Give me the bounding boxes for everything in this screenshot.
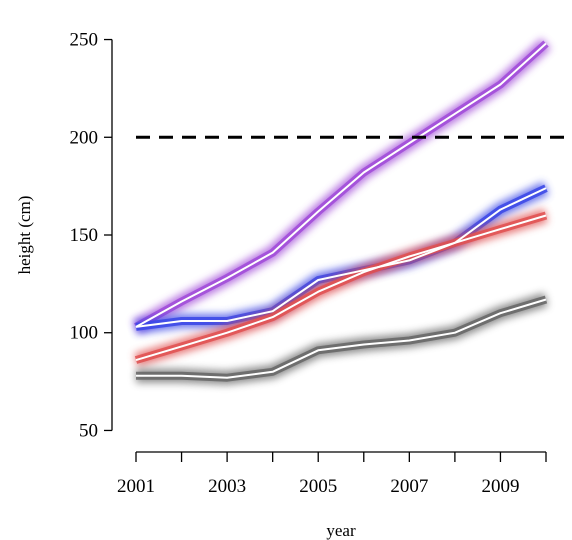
x-tick-label-2009: 2009 (481, 476, 519, 497)
series-line-1 (135, 42, 547, 328)
axes: 50 100 150 200 250 2001 2003 2005 2007 2009 (70, 30, 547, 497)
x-tick-label-2001: 2001 (117, 476, 155, 497)
x-tick-label-2005: 2005 (299, 476, 337, 497)
series-line-2 (135, 187, 547, 328)
series-lines (135, 42, 547, 379)
series-line-4 (136, 298, 547, 379)
x-tick-label-2007: 2007 (390, 476, 428, 497)
y-tick-label-50: 50 (79, 420, 98, 441)
y-tick-label-150: 150 (70, 225, 99, 246)
y-tick-label-200: 200 (70, 127, 99, 148)
series-band-core-2 (135, 184, 548, 331)
x-tick-label-2003: 2003 (208, 476, 246, 497)
y-axis-label: height (cm) (15, 196, 34, 275)
series-band-2 (135, 181, 549, 334)
series-line-3 (135, 214, 547, 362)
x-axis-label: year (326, 521, 356, 540)
y-tick-label-250: 250 (70, 30, 99, 51)
y-tick-label-100: 100 (70, 323, 99, 344)
